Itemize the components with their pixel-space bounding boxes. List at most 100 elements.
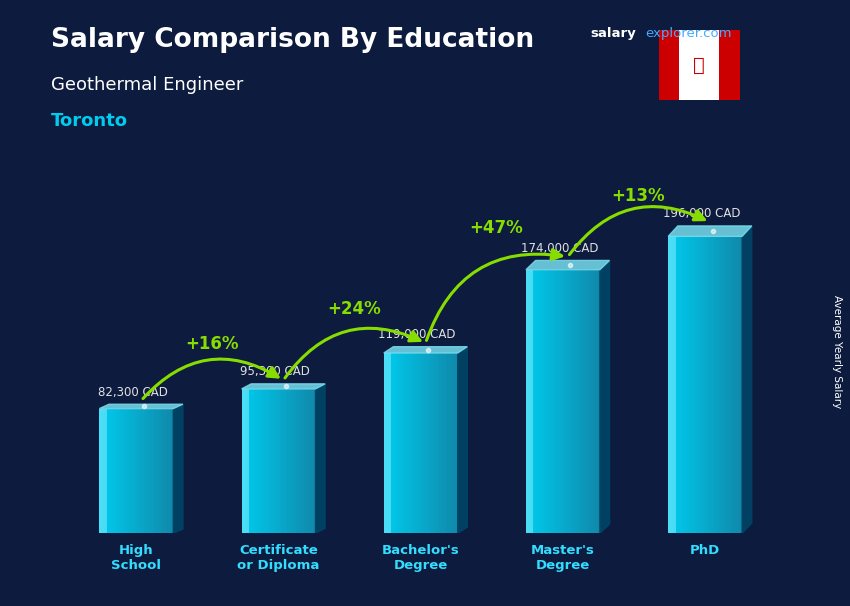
Bar (591, 270, 592, 533)
Bar (416, 353, 418, 533)
Bar (122, 408, 123, 533)
Bar (251, 389, 252, 533)
Bar (738, 236, 740, 533)
Bar (447, 353, 449, 533)
Bar (391, 353, 393, 533)
Bar (128, 408, 129, 533)
Bar (698, 236, 700, 533)
Bar (148, 408, 150, 533)
Bar (423, 353, 425, 533)
Bar (676, 236, 677, 533)
Bar (384, 353, 385, 533)
Bar (108, 408, 110, 533)
Bar (530, 270, 532, 533)
Bar (120, 408, 122, 533)
Bar (277, 389, 279, 533)
Bar (411, 353, 412, 533)
Bar (403, 353, 405, 533)
Bar (724, 236, 726, 533)
Bar (692, 236, 694, 533)
Bar (413, 353, 415, 533)
Bar (590, 270, 591, 533)
Text: 95,300 CAD: 95,300 CAD (240, 365, 309, 378)
Bar (135, 408, 136, 533)
Text: +47%: +47% (469, 219, 523, 237)
Bar (119, 408, 120, 533)
Bar (307, 389, 308, 533)
Polygon shape (241, 384, 326, 389)
Bar (129, 408, 130, 533)
Text: 🍁: 🍁 (694, 56, 705, 75)
Bar (418, 353, 419, 533)
Bar (419, 353, 421, 533)
Bar (570, 270, 572, 533)
Bar (569, 270, 570, 533)
Text: 174,000 CAD: 174,000 CAD (520, 242, 598, 255)
Bar (157, 408, 158, 533)
Bar (123, 408, 124, 533)
Bar (668, 236, 670, 533)
Bar (700, 236, 702, 533)
Bar (452, 353, 453, 533)
Bar (585, 270, 586, 533)
Bar (702, 236, 704, 533)
Bar (572, 270, 573, 533)
Bar (145, 408, 147, 533)
Bar (249, 389, 251, 533)
Bar (578, 270, 579, 533)
Bar (166, 408, 167, 533)
Bar (435, 353, 437, 533)
Bar (588, 270, 590, 533)
Bar (110, 408, 111, 533)
Bar (255, 389, 257, 533)
Bar (594, 270, 596, 533)
Bar (682, 236, 683, 533)
Bar (597, 270, 598, 533)
Bar (265, 389, 267, 533)
Polygon shape (668, 226, 751, 236)
Bar (532, 270, 534, 533)
Bar (163, 408, 164, 533)
Bar (541, 270, 542, 533)
Bar (668, 236, 676, 533)
Bar (101, 408, 102, 533)
Bar (564, 270, 566, 533)
Bar (563, 270, 564, 533)
Bar (440, 353, 441, 533)
Bar (557, 270, 558, 533)
Bar (274, 389, 275, 533)
Bar (253, 389, 255, 533)
Bar (313, 389, 314, 533)
Bar (422, 353, 423, 533)
Bar (246, 389, 247, 533)
Bar (247, 389, 249, 533)
Bar (670, 236, 672, 533)
Bar (280, 389, 281, 533)
Bar (720, 236, 722, 533)
Bar (551, 270, 553, 533)
Bar (550, 270, 551, 533)
Bar (124, 408, 126, 533)
Bar (686, 236, 688, 533)
Bar (400, 353, 401, 533)
Bar (116, 408, 117, 533)
Bar (696, 236, 698, 533)
Bar (283, 389, 285, 533)
Bar (425, 353, 427, 533)
Bar (401, 353, 403, 533)
Bar (259, 389, 261, 533)
Bar (734, 236, 736, 533)
Bar (263, 389, 264, 533)
Bar (158, 408, 160, 533)
Bar (688, 236, 689, 533)
Bar (730, 236, 732, 533)
Bar (267, 389, 269, 533)
Bar (389, 353, 391, 533)
Bar (716, 236, 717, 533)
Bar (301, 389, 303, 533)
Bar (147, 408, 148, 533)
Text: Toronto: Toronto (51, 112, 128, 130)
Bar (706, 236, 708, 533)
Bar (285, 389, 286, 533)
Bar (117, 408, 119, 533)
